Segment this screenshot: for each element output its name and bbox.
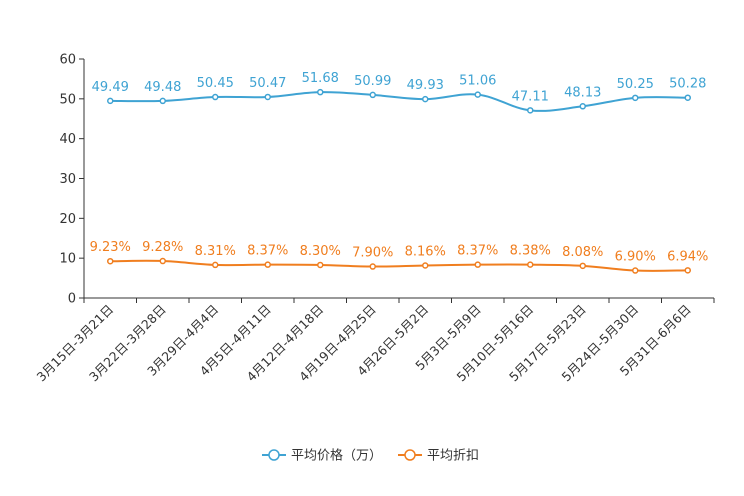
- data-point: [579, 262, 586, 270]
- data-point: [107, 257, 114, 265]
- data-point: [579, 103, 586, 110]
- data-label: 47.11: [512, 89, 549, 104]
- data-point: [264, 93, 271, 101]
- data-point: [212, 261, 219, 269]
- data-point: [684, 94, 691, 101]
- data-label: 8.30%: [300, 244, 341, 259]
- data-label: 50.28: [669, 77, 706, 92]
- data-label: 50.99: [354, 74, 391, 89]
- data-point: [422, 95, 429, 103]
- data-point: [369, 91, 376, 99]
- series-layer: 49.49 49.48 50.45 50.47 51.68 50.99 49.93 51.06…: [90, 71, 708, 274]
- y-tick-label: 0: [68, 292, 76, 307]
- data-label: 7.90%: [352, 246, 393, 261]
- data-label: 51.06: [459, 74, 496, 89]
- data-point: [317, 261, 324, 269]
- data-point: [159, 97, 166, 105]
- data-label: 8.16%: [405, 244, 446, 259]
- data-label: 6.94%: [667, 249, 708, 264]
- data-point: [159, 257, 166, 265]
- data-point: [684, 267, 691, 274]
- data-point: [264, 261, 271, 268]
- data-label: 6.90%: [615, 250, 656, 265]
- data-label: 49.93: [407, 78, 444, 93]
- legend-marker-1: [268, 449, 280, 461]
- data-point: [527, 107, 534, 114]
- legend-marker-2: [404, 449, 416, 461]
- data-label: 51.68: [302, 71, 339, 86]
- y-tick-label: 30: [59, 172, 76, 187]
- data-label: 50.25: [617, 77, 654, 92]
- data-point: [632, 94, 639, 102]
- data-label: 8.08%: [562, 245, 603, 260]
- data-point: [527, 261, 534, 268]
- data-label: 50.45: [197, 76, 234, 91]
- data-label: 9.28%: [142, 240, 183, 255]
- data-label: 48.13: [564, 85, 601, 100]
- legend-label-1: 平均价格（万）: [291, 448, 382, 464]
- data-point: [212, 93, 219, 101]
- legend-label-2: 平均折扣: [427, 449, 479, 464]
- series-line-2: [110, 259, 688, 272]
- y-tick-label: 10: [59, 252, 76, 267]
- data-label: 8.31%: [195, 244, 236, 259]
- y-axis: 0 10 20 30 40 50 60: [59, 53, 85, 307]
- y-tick-label: 40: [59, 132, 76, 147]
- data-label: 49.49: [92, 80, 129, 95]
- x-axis: 3月15日-3月21日3月22日-3月28日3月29日-4月4日4月5日-4月1…: [33, 297, 715, 384]
- y-tick-label: 50: [59, 92, 76, 107]
- y-tick-label: 20: [59, 212, 76, 227]
- data-point: [317, 88, 324, 96]
- y-tick-label: 60: [59, 53, 76, 68]
- data-point: [474, 91, 481, 98]
- data-point: [632, 267, 639, 274]
- data-point: [369, 263, 376, 270]
- data-label: 49.48: [144, 80, 181, 95]
- data-label: 9.23%: [90, 240, 131, 255]
- series-line-1: [110, 91, 688, 112]
- data-label: 8.38%: [510, 244, 551, 259]
- data-label: 8.37%: [457, 244, 498, 259]
- data-point: [107, 97, 114, 105]
- data-point: [474, 261, 481, 268]
- data-label: 8.37%: [247, 244, 288, 259]
- legend: 平均价格（万） 平均折扣: [262, 448, 479, 464]
- data-label: 50.47: [249, 76, 286, 91]
- data-point: [422, 262, 429, 269]
